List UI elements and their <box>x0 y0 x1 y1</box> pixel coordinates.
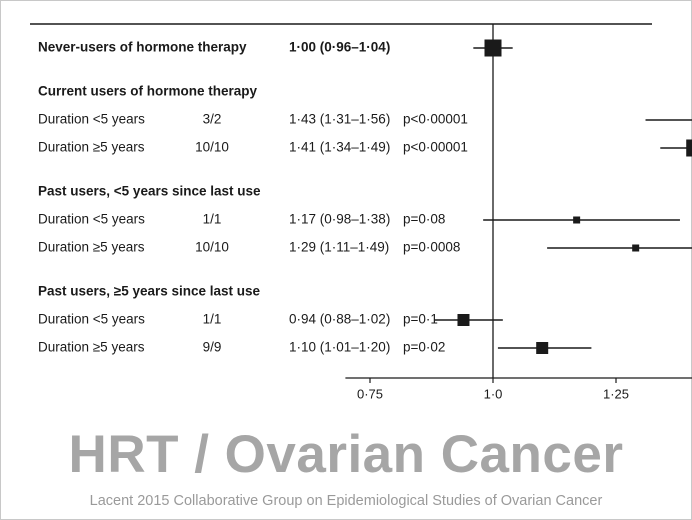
group-header: Past users, ≥5 years since last use <box>38 284 261 299</box>
ci-text: 1·29 (1·11–1·49) <box>289 240 389 255</box>
estimate-box <box>573 216 581 224</box>
estimate-box <box>686 139 692 157</box>
studies-count: 3/2 <box>203 112 222 127</box>
banner-title: HRT / Ovarian Cancer <box>68 425 624 484</box>
row-label: Duration ≥5 years <box>38 140 145 155</box>
row-label: Duration <5 years <box>38 112 145 127</box>
group-header: Past users, <5 years since last use <box>38 184 261 199</box>
studies-count: 1/1 <box>203 212 222 227</box>
estimate-box <box>457 314 470 326</box>
p-value: p<0·00001 <box>403 112 468 127</box>
banner-credit: Lacent 2015 Collaborative Group on Epide… <box>89 493 603 509</box>
estimate-box <box>536 342 549 354</box>
ci-text: 0·94 (0·88–1·02) <box>289 312 390 327</box>
p-value: p<0·00001 <box>403 140 468 155</box>
ci-text: 1·00 (0·96–1·04) <box>289 40 390 55</box>
studies-count: 1/1 <box>203 312 222 327</box>
p-value: p=0·0008 <box>403 240 460 255</box>
ci-text: 1·41 (1·34–1·49) <box>289 140 390 155</box>
row-label: Duration <5 years <box>38 212 145 227</box>
ci-text: 1·17 (0·98–1·38) <box>289 212 390 227</box>
ci-text: 1·10 (1·01–1·20) <box>289 340 390 355</box>
studies-count: 10/10 <box>195 140 229 155</box>
estimate-box <box>632 244 640 252</box>
p-value: p=0·02 <box>403 340 445 355</box>
x-tick-label: 1·25 <box>603 386 629 401</box>
row-label: Never-users of hormone therapy <box>38 40 247 55</box>
row-label: Duration ≥5 years <box>38 240 145 255</box>
studies-count: 9/9 <box>203 340 222 355</box>
row-label: Duration <5 years <box>38 312 145 327</box>
x-tick-label: 0·75 <box>357 386 383 401</box>
x-tick-label: 1·0 <box>484 386 503 401</box>
row-label: Duration ≥5 years <box>38 340 145 355</box>
group-header: Current users of hormone therapy <box>38 84 258 99</box>
estimate-box <box>484 39 502 57</box>
studies-count: 10/10 <box>195 240 229 255</box>
p-value: p=0·1 <box>403 312 438 327</box>
p-value: p=0·08 <box>403 212 445 227</box>
ci-text: 1·43 (1·31–1·56) <box>289 112 390 127</box>
